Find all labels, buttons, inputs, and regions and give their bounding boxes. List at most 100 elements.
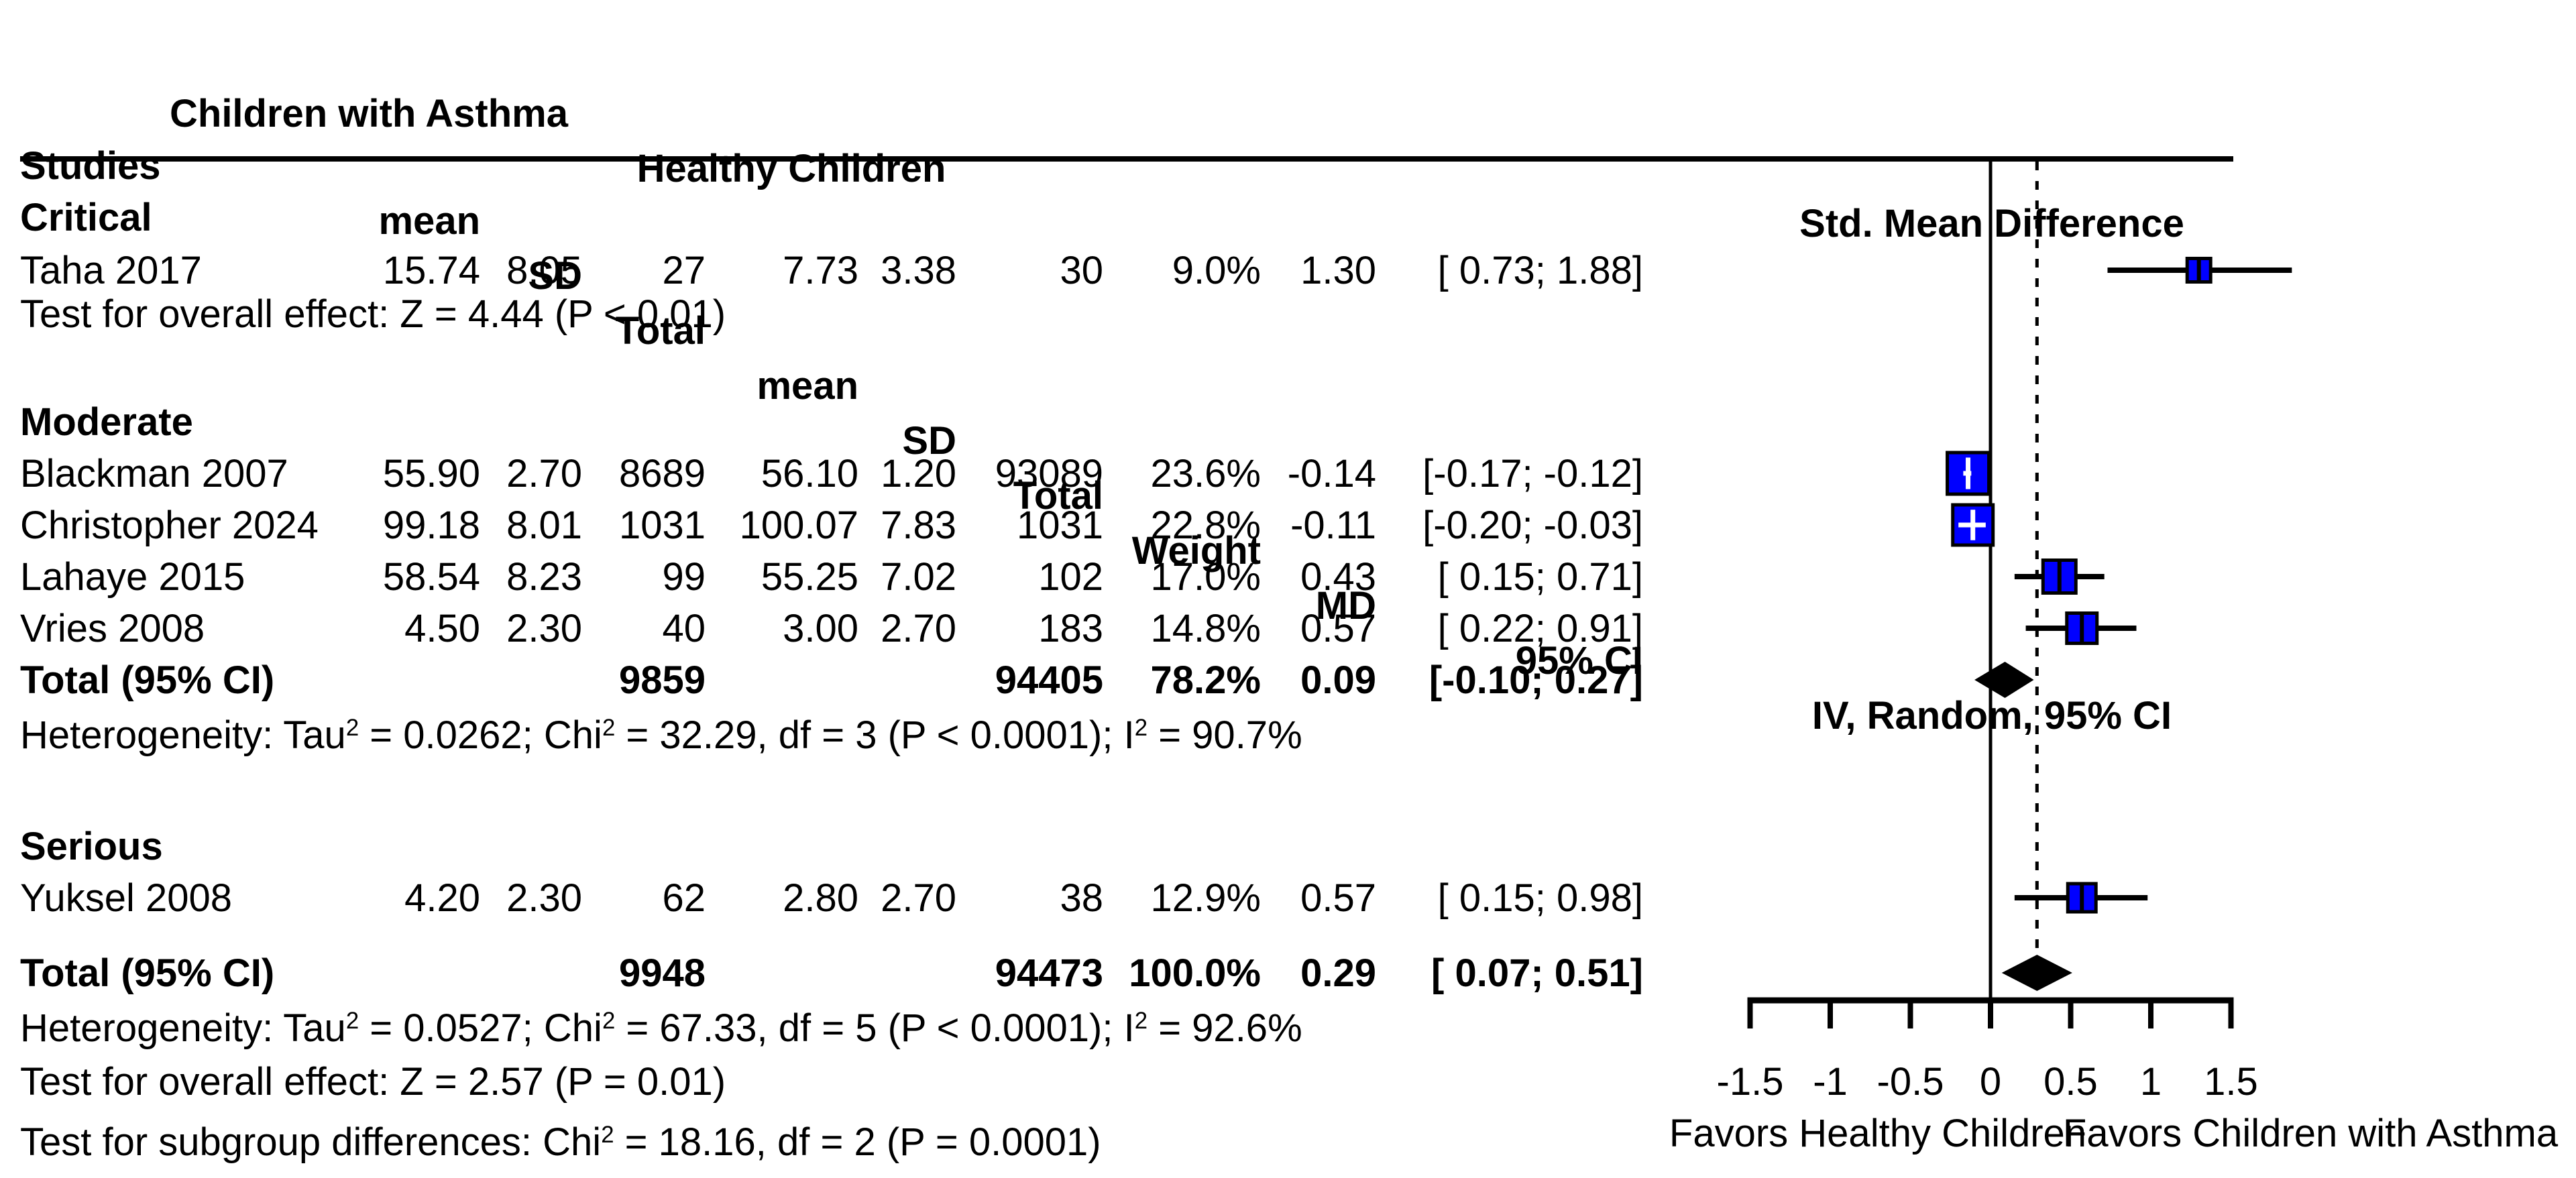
footnote-text: Heterogeneity: Tau2 = 0.0262; Chi2 = 32.… [20,713,1302,757]
cell-sd-healthy: 1.20 [881,452,956,495]
study-label: Taha 2017 [20,249,202,292]
col-header-ci: 95% CI [1515,639,1643,683]
study-row: Yuksel 2008 4.20 2.30 62 2.80 2.70 38 12.9% 0.57… [0,871,2576,926]
cell-sd-healthy: 7.83 [881,504,956,547]
cell-md: -0.11 [1290,504,1376,547]
cell-mean-healthy: 55.25 [761,555,858,599]
cell-weight: 22.8% [1150,504,1261,547]
col-header-mean-1: mean [378,199,480,243]
cell-md: 0.43 [1300,555,1376,599]
cell-sd-healthy: 2.70 [881,876,956,920]
cell-mean-healthy: 3.00 [783,607,858,650]
x-axis-tick-label: -1 [1813,1060,1848,1104]
cell-sd-asthma: 8.23 [506,555,582,599]
cell-total-asthma: 27 [662,249,706,292]
col-header-sd-2: SD [902,419,956,463]
footnote-row: Test for subgroup differences: Chi2 = 18… [0,1115,2576,1170]
cell-ci: [-0.17; -0.12] [1422,452,1643,495]
cell-md: 0.29 [1300,951,1376,995]
section-label: Moderate [20,400,193,444]
x-axis-tick-label: 1.5 [2204,1060,2258,1104]
cell-ci: [-0.20; -0.03] [1422,504,1643,547]
cell-sd-healthy: 7.02 [881,555,956,599]
x-axis-tick-label: 0 [1980,1060,2001,1104]
cell-sd-asthma: 2.70 [506,452,582,495]
cell-weight: 17.0% [1150,555,1261,599]
cell-mean-healthy: 2.80 [783,876,858,920]
x-axis-tick-label: 1 [2140,1060,2162,1104]
footnote-row: Heterogeneity: Tau2 = 0.0262; Chi2 = 32.… [0,708,2576,763]
overall-total-row: Total (95% CI) 9948 94473 100.0% 0.29 [ 0.07;… [0,946,2576,1001]
total-label: Total (95% CI) [20,951,275,995]
study-row: Christopher 2024 99.18 8.01 1031 100.07 7.83 1… [0,498,2576,553]
cell-mean-healthy: 56.10 [761,452,858,495]
cell-mean-healthy: 7.73 [783,249,858,292]
cell-sd-asthma: 2.30 [506,607,582,650]
cell-md: -0.14 [1287,452,1376,495]
footnote-text: Test for overall effect: Z = 2.57 (P = 0… [20,1060,726,1104]
cell-sd-healthy: 2.70 [881,607,956,650]
x-axis-tick-label: -0.5 [1877,1060,1944,1104]
footnote-row: Test for overall effect: Z = 2.57 (P = 0… [0,1055,2576,1110]
section-label: Serious [20,825,163,868]
study-row: Vries 2008 4.50 2.30 40 3.00 2.70 183 14.8% 0.57… [0,601,2576,656]
cell-weight: 12.9% [1150,876,1261,920]
cell-total-asthma: 62 [662,876,706,920]
cell-total-healthy: 102 [1038,555,1103,599]
footnote-text: Test for overall effect: Z = 4.44 (P < 0… [20,292,726,336]
study-row: Lahaye 2015 58.54 8.23 99 55.25 7.02 102 17.0% 0… [0,550,2576,605]
cell-total-healthy: 30 [1060,249,1103,292]
x-axis-tick-label: 0.5 [2043,1060,2098,1104]
study-label: Blackman 2007 [20,452,288,495]
group-header-asthma: Children with Asthma [170,92,568,135]
subtotal-diamond [1974,662,2034,698]
group-header-healthy: Healthy Children [636,147,946,190]
cell-total-healthy: 183 [1038,607,1103,650]
cell-mean-healthy: 100.07 [739,504,858,547]
study-row: Taha 2017 15.74 8.05 27 7.73 3.38 30 9.0% 1.30 [ … [0,243,2576,298]
col-header-md: MD [1315,584,1376,628]
cell-ci: [ 0.07; 0.51] [1431,951,1643,995]
study-label: Christopher 2024 [20,504,319,547]
footnote-row: Heterogeneity: Tau2 = 0.0527; Chi2 = 67.… [0,1001,2576,1056]
study-label: Yuksel 2008 [20,876,233,920]
total-label: Total (95% CI) [20,658,275,702]
cell-mean-asthma: 99.18 [382,504,480,547]
cell-total-healthy: 94473 [995,951,1103,995]
study-row: Blackman 2007 55.90 2.70 8689 56.10 1.20 93089… [0,447,2576,502]
header-row-groups: Children with Asthma Healthy Children St… [0,32,2576,245]
cell-sd-asthma: 8.01 [506,504,582,547]
cell-weight: 9.0% [1172,249,1261,292]
cell-md: 0.57 [1300,607,1376,650]
cell-sd-healthy: 3.38 [881,249,956,292]
col-header-mean-2: mean [757,364,858,408]
header-row-columns: Studies mean SD Total mean SD Total Weig… [0,84,2576,738]
study-label: Vries 2008 [20,607,205,650]
cell-total-healthy: 94405 [995,658,1103,702]
cell-sd-asthma: 8.05 [506,249,582,292]
cell-total-asthma: 40 [662,607,706,650]
cell-total-asthma: 8689 [618,452,706,495]
favors-left-label: Favors Healthy Children [1669,1112,2086,1155]
col-header-studies: Studies [20,144,161,188]
section-row: Critical [0,190,2576,245]
section-row: Moderate [0,395,2576,450]
cell-total-healthy: 93089 [995,452,1103,495]
cell-ci: [ 0.73; 1.88] [1437,249,1643,292]
cell-weight: 78.2% [1150,658,1261,702]
favors-right-label: Favors Children with Asthma [2063,1112,2559,1155]
footnote-row: Test for overall effect: Z = 4.44 (P < 0… [0,287,2576,342]
cell-md: 1.30 [1300,249,1376,292]
cell-mean-asthma: 4.20 [404,876,480,920]
cell-weight: 100.0% [1129,951,1261,995]
cell-total-asthma: 1031 [618,504,706,547]
cell-sd-asthma: 2.30 [506,876,582,920]
cell-weight: 14.8% [1150,607,1261,650]
cell-md: 0.09 [1300,658,1376,702]
col-header-sd-1: SD [528,254,582,298]
cell-total-asthma: 99 [662,555,706,599]
cell-total-healthy: 38 [1060,876,1103,920]
cell-ci: [ 0.15; 0.71] [1437,555,1643,599]
